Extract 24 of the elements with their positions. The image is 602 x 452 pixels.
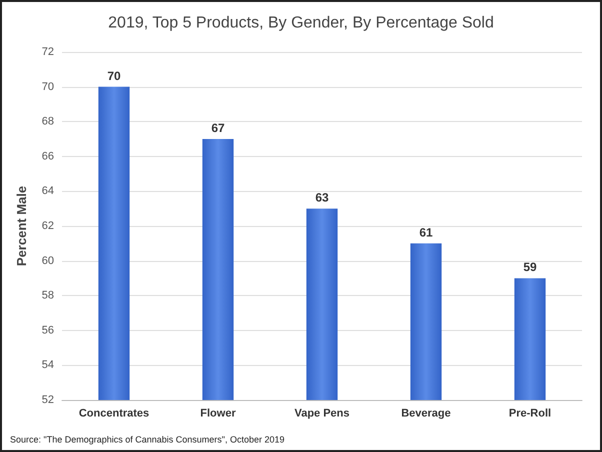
data-label: 61 <box>419 225 433 240</box>
data-label: 63 <box>315 190 329 205</box>
y-tick-label: 70 <box>42 80 54 93</box>
data-label: 70 <box>107 68 121 83</box>
y-tick-label: 68 <box>42 116 54 128</box>
chart-title: 2019, Top 5 Products, By Gender, By Percentage Sold <box>108 14 494 32</box>
y-tick-label: 72 <box>42 46 54 58</box>
y-tick-label: 62 <box>42 220 54 232</box>
x-tick-label: Pre-Roll <box>508 408 552 420</box>
x-tick-label: Concentrates <box>78 408 150 420</box>
data-label: 59 <box>523 260 537 274</box>
y-tick-label: 56 <box>42 324 54 336</box>
y-tick-label: 60 <box>42 254 54 267</box>
y-tick-label: 54 <box>42 359 54 372</box>
source-note: Source: "The Demographics of Cannabis Consumers", October 2019 <box>10 434 285 444</box>
y-tick-label: 64 <box>42 185 54 198</box>
x-tick-label: Flower <box>200 408 236 420</box>
x-tick-label: Vape Pens <box>294 408 350 420</box>
y-tick-label: 58 <box>42 290 54 302</box>
y-tick-label: 66 <box>42 150 54 162</box>
y-axis-title: Percent Male <box>14 186 29 266</box>
y-tick-label: 52 <box>42 394 54 406</box>
x-tick-label: Beverage <box>401 408 451 420</box>
data-label: 67 <box>211 121 225 135</box>
